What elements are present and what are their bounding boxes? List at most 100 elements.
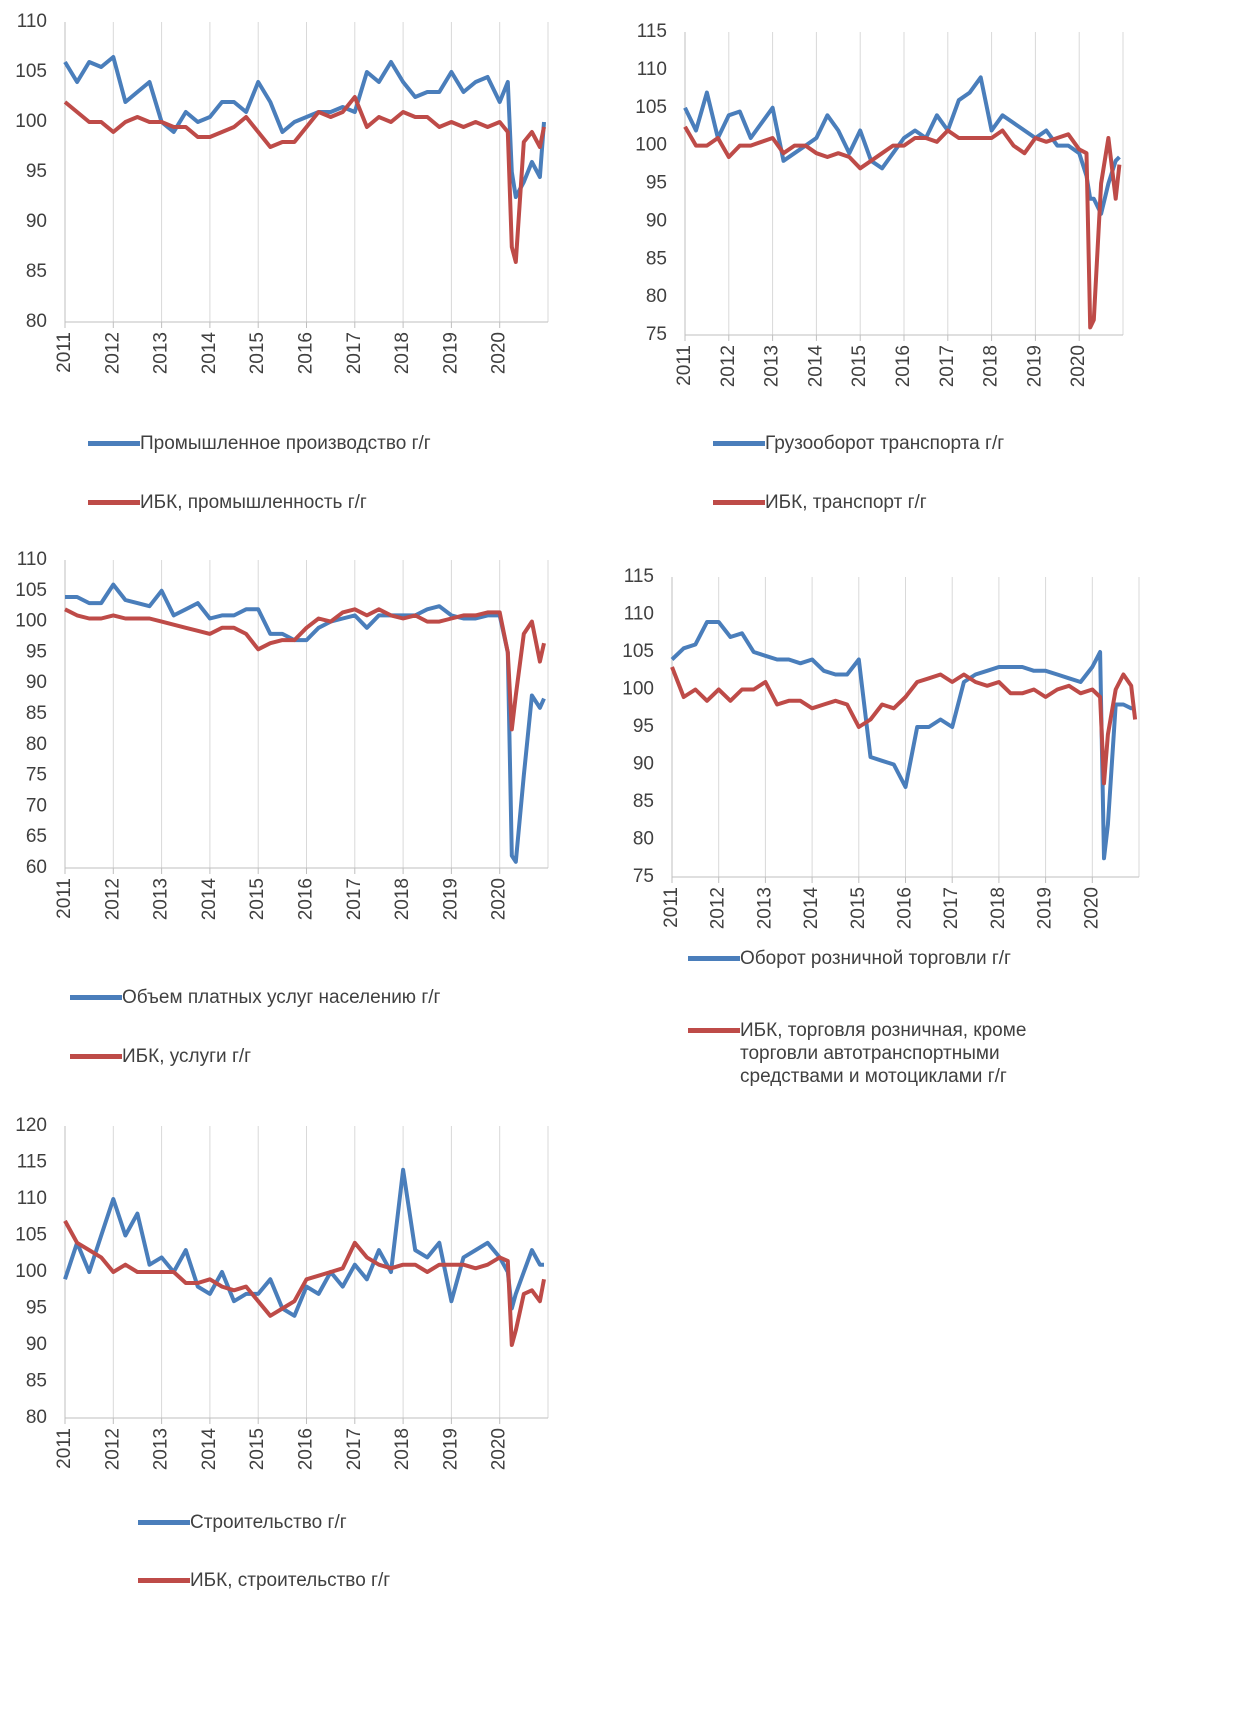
x-tick-label: 2013 bbox=[151, 1428, 172, 1470]
legend-swatch bbox=[138, 1520, 190, 1525]
x-tick-label: 2016 bbox=[895, 887, 916, 929]
y-tick-label: 80 bbox=[633, 829, 654, 850]
y-tick-label: 80 bbox=[26, 1407, 47, 1428]
x-tick-label: 2011 bbox=[661, 887, 682, 928]
series-line bbox=[670, 620, 1136, 861]
y-tick-label: 105 bbox=[622, 641, 654, 662]
series-line bbox=[63, 95, 546, 264]
x-tick-label: 2011 bbox=[54, 878, 75, 919]
y-tick-label: 85 bbox=[26, 703, 47, 724]
x-tick-label: 2011 bbox=[54, 332, 75, 373]
y-tick-label: 105 bbox=[15, 61, 47, 82]
x-tick-label: 2015 bbox=[247, 1428, 268, 1470]
y-tick-label: 85 bbox=[26, 261, 47, 282]
legend-label: Грузооборот транспорта г/г bbox=[765, 433, 1005, 454]
series-line bbox=[683, 75, 1121, 216]
y-tick-label: 120 bbox=[15, 1115, 47, 1136]
legend-swatch bbox=[688, 1028, 740, 1033]
x-tick-label: 2013 bbox=[151, 878, 172, 920]
y-tick-label: 95 bbox=[646, 173, 667, 194]
x-tick-label: 2013 bbox=[754, 887, 775, 929]
x-tick-label: 2019 bbox=[440, 878, 461, 920]
legend-label: ИБК, промышленность г/г bbox=[140, 492, 367, 513]
x-tick-label: 2017 bbox=[941, 887, 962, 929]
series-line bbox=[63, 55, 546, 199]
x-tick-label: 2018 bbox=[392, 878, 413, 920]
series-line bbox=[63, 1167, 544, 1318]
x-tick-label: 2015 bbox=[247, 332, 268, 374]
series-line bbox=[670, 666, 1138, 786]
x-tick-label: 2019 bbox=[440, 1428, 461, 1470]
x-tick-label: 2020 bbox=[1081, 887, 1102, 929]
legend-item: Промышленное производство г/г bbox=[88, 432, 488, 455]
x-tick-label: 2014 bbox=[199, 878, 220, 921]
y-tick-label: 115 bbox=[17, 1152, 47, 1173]
y-tick-label: 95 bbox=[26, 641, 47, 662]
x-tick-label: 2020 bbox=[489, 1428, 510, 1470]
x-tick-label: 2017 bbox=[344, 1428, 365, 1470]
y-tick-label: 85 bbox=[646, 248, 667, 269]
y-tick-label: 75 bbox=[26, 765, 47, 786]
x-tick-label: 2018 bbox=[988, 887, 1009, 929]
x-tick-label: 2018 bbox=[392, 1428, 413, 1470]
x-tick-label: 2014 bbox=[199, 1428, 220, 1471]
y-tick-label: 70 bbox=[26, 795, 47, 816]
legend-label: ИБК, торговля розничная, кроме торговли … bbox=[740, 1020, 1027, 1087]
x-tick-label: 2014 bbox=[801, 887, 822, 930]
y-tick-label: 100 bbox=[622, 679, 654, 700]
x-tick-label: 2019 bbox=[440, 332, 461, 374]
x-tick-label: 2018 bbox=[981, 345, 1002, 387]
y-tick-label: 60 bbox=[26, 857, 47, 878]
y-tick-label: 110 bbox=[637, 59, 667, 80]
x-tick-label: 2014 bbox=[805, 345, 826, 388]
x-tick-label: 2016 bbox=[296, 878, 317, 920]
x-tick-label: 2020 bbox=[489, 878, 510, 920]
y-tick-label: 110 bbox=[17, 11, 47, 32]
legend-label: ИБК, транспорт г/г bbox=[765, 492, 927, 513]
y-tick-label: 110 bbox=[17, 1188, 47, 1209]
x-tick-label: 2015 bbox=[247, 878, 268, 920]
x-tick-label: 2012 bbox=[708, 887, 729, 929]
legend-label: Промышленное производство г/г bbox=[140, 433, 431, 454]
legend-item: Объем платных услуг населению г/г bbox=[70, 986, 530, 1009]
legend-item: ИБК, торговля розничная, кроме торговли … bbox=[688, 1019, 1108, 1088]
x-tick-label: 2020 bbox=[1068, 345, 1089, 387]
x-tick-label: 2014 bbox=[199, 332, 220, 375]
x-tick-label: 2011 bbox=[674, 345, 695, 386]
y-tick-label: 80 bbox=[26, 734, 47, 755]
legend-swatch bbox=[70, 1054, 122, 1059]
x-tick-label: 2012 bbox=[102, 878, 123, 920]
x-tick-label: 2019 bbox=[1035, 887, 1056, 929]
y-tick-label: 75 bbox=[646, 324, 667, 345]
y-tick-label: 85 bbox=[26, 1371, 47, 1392]
x-tick-label: 2018 bbox=[392, 332, 413, 374]
x-tick-label: 2020 bbox=[489, 332, 510, 374]
legend-swatch bbox=[713, 441, 765, 446]
y-tick-label: 115 bbox=[637, 21, 667, 42]
x-tick-label: 2017 bbox=[344, 332, 365, 374]
x-tick-label: 2013 bbox=[762, 345, 783, 387]
y-tick-label: 100 bbox=[635, 135, 667, 156]
legend-item: ИБК, строительство г/г bbox=[138, 1569, 538, 1592]
y-tick-label: 100 bbox=[15, 1261, 47, 1282]
legend-item: ИБК, услуги г/г bbox=[70, 1045, 530, 1068]
y-tick-label: 100 bbox=[15, 111, 47, 132]
y-tick-label: 75 bbox=[633, 866, 654, 887]
x-tick-label: 2015 bbox=[849, 345, 870, 387]
legend-item: Грузооборот транспорта г/г bbox=[713, 432, 1113, 455]
y-tick-label: 105 bbox=[15, 580, 47, 601]
y-tick-label: 85 bbox=[633, 791, 654, 812]
legend-label: Оборот розничной торговли г/г bbox=[740, 948, 1011, 969]
legend-swatch bbox=[88, 500, 140, 505]
y-tick-label: 80 bbox=[646, 286, 667, 307]
legend-swatch bbox=[688, 956, 740, 961]
y-tick-label: 110 bbox=[624, 604, 654, 625]
legend-label: Строительство г/г bbox=[190, 1512, 347, 1533]
x-tick-label: 2012 bbox=[102, 1428, 123, 1470]
legend-swatch bbox=[138, 1578, 190, 1583]
y-tick-label: 110 bbox=[17, 549, 47, 570]
x-tick-label: 2013 bbox=[151, 332, 172, 374]
x-tick-label: 2019 bbox=[1024, 345, 1045, 387]
